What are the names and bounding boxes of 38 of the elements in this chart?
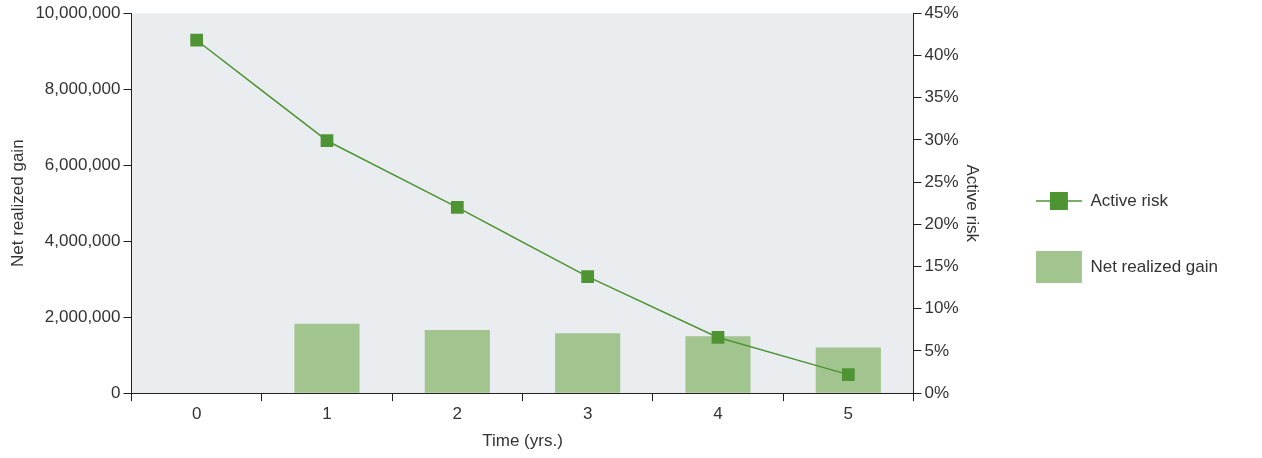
y-axis-title: Net realized gain [7,139,27,267]
y2-tick-label: 20% [924,214,959,233]
x-tick-label: 1 [322,404,332,424]
bar [424,330,490,393]
y2-tick-label: 5% [924,340,950,360]
bar [555,333,621,393]
y2-axis-title: Active risk [963,164,983,243]
point [711,331,725,344]
y-tick-label: 6,000,000 [44,154,121,174]
x-tick-label: 3 [582,404,593,424]
legend-label: Active risk [1090,190,1169,210]
y2-tick-label: 0% [924,382,950,402]
bar [685,336,751,393]
x-axis-title: Time (yrs.) [482,431,563,451]
point [841,368,855,381]
y-tick-label: 8,000,000 [44,78,121,98]
y-tick-label: 10,000,000 [35,2,121,22]
y-tick-label: 2,000,000 [44,306,121,326]
x-tick-label: 2 [452,404,463,424]
y-tick-label: 4,000,000 [44,230,121,250]
x-tick-label: 5 [843,404,854,424]
y2-tick-label: 45% [924,2,959,22]
x-tick-label: 0 [191,404,202,424]
bar [294,323,360,393]
point [190,33,204,47]
x-tick-label: 4 [713,404,723,424]
y2-tick-label: 30% [924,129,959,149]
point [320,134,334,148]
point [450,201,464,214]
y2-tick-label: 35% [924,87,959,107]
y2-tick-label: 10% [924,298,959,318]
y2-tick-label: 15% [924,256,959,276]
y2-tick-label: 40% [924,45,959,65]
point [581,270,595,284]
y-tick-label: 0 [111,382,121,402]
bar [815,347,881,393]
y2-tick-label: 25% [924,171,959,191]
legend-label: Net realized gain [1090,256,1218,276]
